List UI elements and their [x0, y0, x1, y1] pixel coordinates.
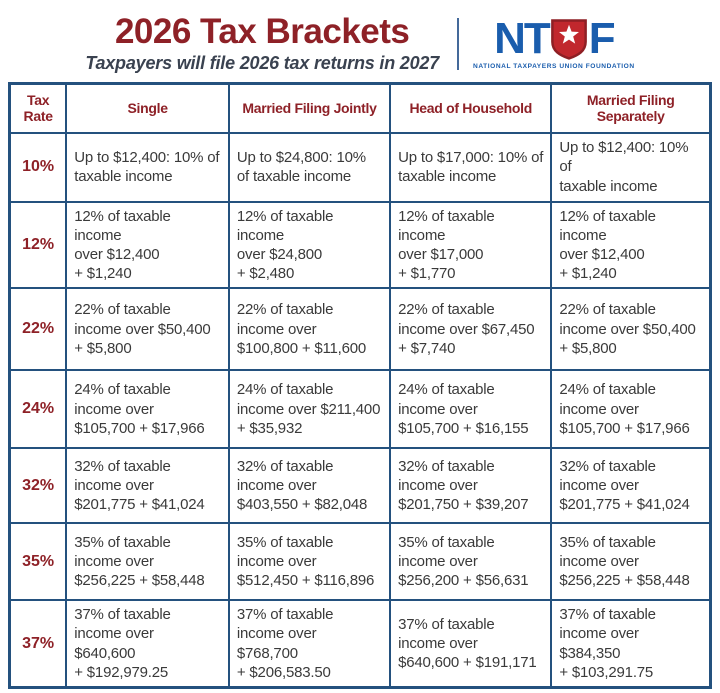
page-title: 2026 Tax Brackets [114, 12, 410, 52]
bracket-cell: 35% of taxable income over $256,225 + $5… [65, 522, 230, 602]
table-row: 32% 32% of taxable income over $201,775 +… [8, 447, 712, 525]
bracket-cell: 12% of taxable income over $12,400 + $1,… [550, 200, 712, 290]
bracket-cell: Up to $17,000: 10% of taxable income [389, 131, 553, 203]
header: 2026 Tax Brackets Taxpayers will file 20… [0, 0, 720, 82]
column-header-married-filing-jointly: Married Filing Jointly [227, 82, 392, 134]
bracket-cell: 24% of taxable income over $211,400 + $3… [227, 369, 392, 450]
header-text-block: 2026 Tax Brackets Taxpayers will file 20… [85, 12, 440, 74]
table-row: 12% 12% of taxable income over $12,400 + … [8, 200, 712, 290]
bracket-cell: 37% of taxable income over $640,600 + $1… [389, 599, 553, 689]
bracket-cell: 24% of taxable income over $105,700 + $1… [389, 369, 553, 450]
table-row: 22% 22% of taxable income over $50,400 + … [8, 287, 712, 372]
bracket-cell: 32% of taxable income over $201,775 + $4… [550, 447, 712, 525]
tax-rate-cell: 12% [8, 200, 68, 290]
logo-letters-f: F [588, 14, 616, 64]
page-subtitle: Taxpayers will file 2026 tax returns in … [85, 52, 440, 73]
tax-rate-cell: 22% [8, 287, 68, 372]
ntuf-logo-wordmark: NT F [494, 14, 616, 64]
bracket-cell: 22% of taxable income over $100,800 + $1… [227, 287, 392, 372]
column-header-married-filing-separately: Married Filing Separately [550, 82, 712, 134]
bracket-cell: 24% of taxable income over $105,700 + $1… [65, 369, 230, 450]
bracket-cell: 32% of taxable income over $201,750 + $3… [389, 447, 553, 525]
tax-brackets-table: Tax Rate Single Married Filing Jointly H… [8, 82, 712, 689]
bracket-cell: 22% of taxable income over $67,450 + $7,… [389, 287, 553, 372]
tax-rate-cell: 24% [8, 369, 68, 450]
table-row: 10% Up to $12,400: 10% of taxable income U… [8, 131, 712, 203]
bracket-cell: 24% of taxable income over $105,700 + $1… [550, 369, 712, 450]
bracket-cell: 37% of taxable income over $768,700 + $2… [227, 599, 392, 689]
tax-rate-cell: 37% [8, 599, 68, 689]
table-header-row: Tax Rate Single Married Filing Jointly H… [8, 82, 712, 134]
shield-star-icon [549, 18, 589, 60]
bracket-cell: 12% of taxable income over $17,000 + $1,… [389, 200, 553, 290]
bracket-cell: 35% of taxable income over $256,225 + $5… [550, 522, 712, 602]
tax-rate-cell: 35% [8, 522, 68, 602]
table-row: 24% 24% of taxable income over $105,700 +… [8, 369, 712, 450]
tax-rate-cell: 10% [8, 131, 68, 203]
bracket-cell: 35% of taxable income over $512,450 + $1… [227, 522, 392, 602]
bracket-cell: 32% of taxable income over $403,550 + $8… [227, 447, 392, 525]
bracket-cell: Up to $12,400: 10% of taxable income [550, 131, 712, 203]
bracket-cell: 22% of taxable income over $50,400 + $5,… [550, 287, 712, 372]
column-header-head-of-household: Head of Household [389, 82, 553, 134]
column-header-single: Single [65, 82, 230, 134]
logo-tagline: NATIONAL TAXPAYERS UNION FOUNDATION [473, 63, 635, 70]
table-row: 37% 37% of taxable income over $640,600 +… [8, 599, 712, 689]
bracket-cell: 35% of taxable income over $256,200 + $5… [389, 522, 553, 602]
bracket-cell: 37% of taxable income over $384,350 + $1… [550, 599, 712, 689]
column-header-tax-rate: Tax Rate [8, 82, 68, 134]
tax-table-body: 10% Up to $12,400: 10% of taxable income U… [8, 131, 712, 689]
table-row: 35% 35% of taxable income over $256,225 +… [8, 522, 712, 602]
bracket-cell: 12% of taxable income over $24,800 + $2,… [227, 200, 392, 290]
bracket-cell: 37% of taxable income over $640,600 + $1… [65, 599, 230, 689]
bracket-cell: 32% of taxable income over $201,775 + $4… [65, 447, 230, 525]
header-divider [457, 18, 460, 70]
tax-rate-cell: 32% [8, 447, 68, 525]
bracket-cell: 22% of taxable income over $50,400 + $5,… [65, 287, 230, 372]
bracket-cell: Up to $24,800: 10% of taxable income [227, 131, 392, 203]
bracket-cell: 12% of taxable income over $12,400 + $1,… [65, 200, 230, 290]
logo-letters-nt: NT [494, 14, 551, 64]
ntuf-logo: NT F NATIONAL TAXPAYERS UNION FOUNDATION [473, 14, 635, 70]
bracket-cell: Up to $12,400: 10% of taxable income [65, 131, 230, 203]
